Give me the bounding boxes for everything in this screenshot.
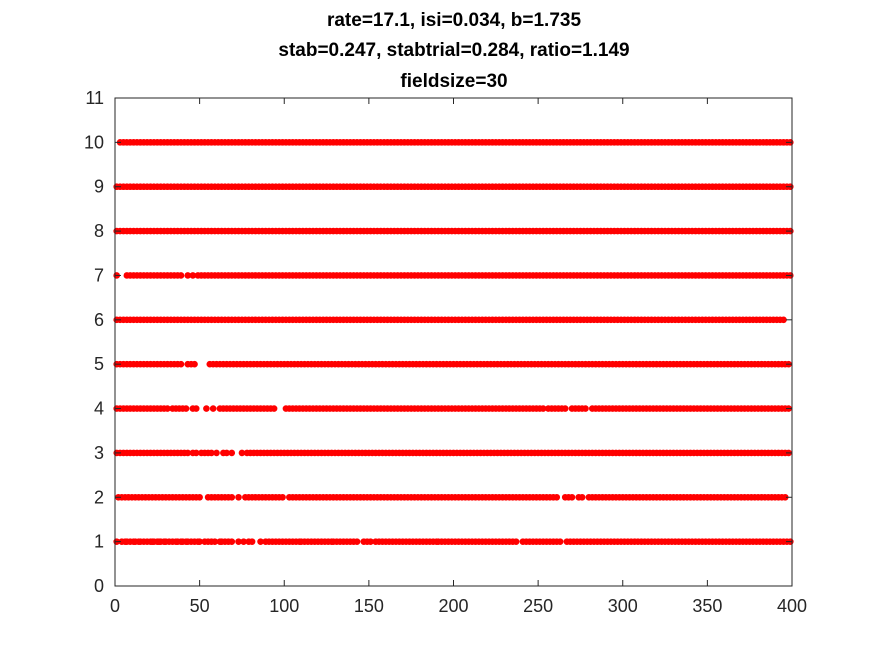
spike-point [203, 405, 210, 412]
spike-point [191, 360, 198, 368]
spike-point [568, 493, 576, 501]
spike-point [780, 316, 787, 324]
spike-point [192, 405, 200, 412]
series-row-8 [113, 227, 794, 235]
title-line-2: stab=0.247, stabtrial=0.284, ratio=1.149 [278, 40, 629, 61]
x-tick-label: 300 [608, 596, 638, 616]
spike-point [177, 272, 185, 279]
x-tick-label: 150 [354, 596, 384, 616]
spike-point [238, 449, 246, 457]
spike-point [353, 538, 361, 545]
spike-point [257, 538, 264, 545]
y-tick-label: 8 [94, 221, 104, 241]
x-tick-label: 350 [692, 596, 722, 616]
x-tick-label: 100 [269, 596, 299, 616]
spike-point [213, 449, 220, 457]
y-tick-label: 5 [94, 354, 104, 374]
y-axis: 0 1 2 3 4 5 6 7 8 9 10 11 [84, 88, 792, 596]
x-tick-label: 200 [438, 596, 468, 616]
spike-point [177, 360, 185, 368]
series-row-5 [113, 360, 792, 368]
spike-point [279, 493, 286, 501]
y-tick-label: 0 [94, 576, 104, 596]
spike-point [189, 272, 197, 279]
spike-point [781, 493, 789, 501]
y-tick-label: 3 [94, 443, 104, 463]
spike-point [270, 405, 278, 412]
spike-point [182, 405, 190, 412]
y-tick-label: 2 [94, 487, 104, 507]
spike-point [164, 405, 171, 412]
y-tick-label: 6 [94, 310, 104, 330]
spike-point [223, 449, 230, 457]
spike-point [196, 493, 203, 501]
spike-point [553, 493, 561, 501]
x-tick-label: 400 [777, 596, 807, 616]
title-line-1: rate=17.1, isi=0.034, b=1.735 [327, 10, 581, 31]
series-row-2 [115, 493, 789, 501]
series-row-7 [113, 272, 794, 279]
y-tick-label: 7 [94, 265, 104, 285]
x-tick-label: 250 [523, 596, 553, 616]
spike-point [184, 272, 192, 279]
spike-point [578, 493, 586, 501]
spike-point [208, 449, 215, 457]
spike-point [184, 449, 192, 457]
spike-point [209, 405, 217, 412]
y-tick-label: 11 [85, 88, 104, 108]
spike-marks [113, 139, 794, 545]
x-tick-label: 0 [110, 596, 120, 616]
series-row-1 [113, 538, 794, 545]
plot-area [115, 98, 792, 586]
spike-point [228, 538, 236, 545]
spike-point [196, 538, 203, 545]
spike-point [211, 538, 219, 545]
series-row-9 [113, 183, 794, 191]
spike-point [192, 449, 200, 457]
x-axis: 0 50 100 150 200 250 300 350 400 [110, 98, 807, 616]
series-row-3 [113, 449, 792, 457]
title-line-3: fieldsize=30 [400, 71, 507, 92]
spike-point [228, 493, 236, 501]
spike-point [582, 405, 589, 412]
chart-title: rate=17.1, isi=0.034, b=1.735 stab=0.247… [278, 10, 629, 92]
spike-point [235, 538, 242, 545]
series-row-4 [113, 405, 792, 412]
spike-point [240, 538, 247, 545]
y-tick-label: 10 [84, 132, 104, 152]
spike-point [235, 493, 242, 501]
spike-point [228, 449, 236, 457]
spike-point [248, 538, 256, 545]
spike-point [367, 538, 374, 545]
series-row-6 [113, 316, 787, 324]
y-tick-label: 1 [94, 532, 104, 552]
y-tick-label: 9 [94, 177, 104, 197]
x-tick-label: 50 [190, 596, 210, 616]
series-row-10 [116, 139, 794, 146]
spike-point [561, 405, 569, 412]
spike-point [556, 538, 564, 545]
y-tick-label: 4 [94, 399, 104, 419]
spike-point [539, 405, 547, 412]
spike-point [512, 538, 520, 545]
